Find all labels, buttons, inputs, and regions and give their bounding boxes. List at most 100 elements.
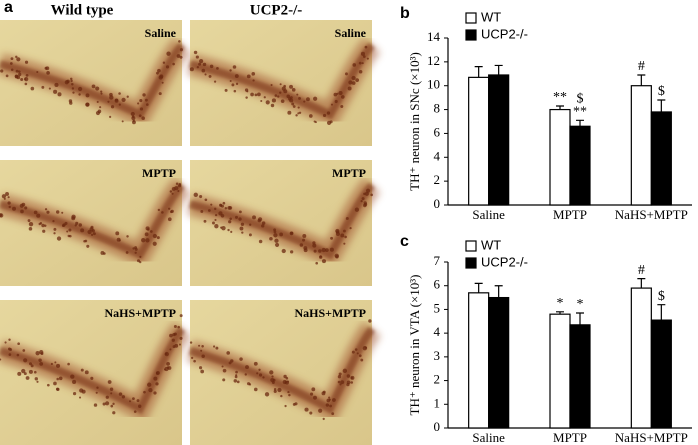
cell: [350, 376, 353, 379]
legend-label: UCP2-/-: [481, 254, 528, 269]
cell: [199, 366, 203, 370]
cell: [304, 407, 309, 412]
cell: [202, 62, 207, 67]
cell: [277, 95, 280, 98]
cell: [56, 377, 59, 381]
cell: [271, 98, 276, 103]
cell: [125, 251, 129, 254]
cell: [340, 233, 345, 238]
cell: [235, 82, 239, 85]
cell: [71, 83, 74, 86]
y-tick-label: 2: [434, 372, 441, 387]
cell: [284, 404, 287, 408]
cell: [110, 404, 114, 408]
cell: [61, 211, 64, 214]
cell: [319, 255, 323, 259]
cell: [33, 370, 37, 374]
cell: [212, 345, 216, 348]
legend-swatch: [465, 12, 477, 24]
cell: [298, 96, 301, 100]
cell: [218, 211, 223, 216]
cell: [261, 224, 265, 228]
cell: [331, 412, 335, 416]
cell: [322, 417, 325, 421]
cell: [306, 97, 310, 102]
cell: [201, 345, 204, 348]
cell: [169, 348, 172, 351]
micrograph: MPTP: [0, 160, 191, 286]
cell: [321, 391, 326, 396]
legend-swatch: [465, 240, 477, 252]
cell: [364, 191, 369, 196]
cell: [173, 324, 177, 328]
cell: [46, 210, 50, 214]
cell: [351, 75, 356, 81]
cell: [297, 106, 300, 109]
cell: [370, 193, 373, 197]
cell: [289, 231, 294, 236]
cell: [351, 350, 355, 354]
cell: [105, 401, 110, 406]
cell: [238, 217, 242, 221]
cell: [214, 207, 217, 211]
micrograph: NaHS+MPTP: [0, 300, 191, 445]
cell: [361, 197, 365, 201]
bar: [650, 319, 672, 429]
cell: [212, 221, 215, 225]
panel-label: a: [4, 0, 13, 16]
cell: [328, 398, 331, 401]
cell: [41, 223, 45, 228]
cell: [72, 379, 77, 385]
cell: [85, 102, 90, 107]
cell: [23, 358, 28, 363]
cell: [18, 72, 22, 77]
cell: [128, 400, 132, 403]
cell: [126, 235, 129, 238]
cell: [313, 96, 318, 101]
cell: [303, 100, 306, 103]
bar: [549, 108, 571, 206]
cell: [91, 84, 96, 89]
cell: [85, 93, 90, 98]
cell: [214, 218, 217, 222]
cell: [311, 387, 316, 392]
cell: [145, 103, 149, 106]
cell: [201, 354, 205, 359]
cell: [201, 68, 206, 73]
cell: [66, 79, 70, 84]
cell: [23, 372, 27, 376]
cell: [204, 198, 208, 202]
cell: [12, 206, 17, 211]
cell: [1, 194, 6, 199]
cell: [156, 71, 159, 75]
cell: [107, 380, 112, 384]
cell: [299, 243, 304, 247]
cell: [56, 236, 62, 241]
cell: [72, 391, 77, 396]
cell: [172, 345, 176, 349]
cell: [360, 51, 365, 56]
cell: [0, 69, 4, 73]
cell: [257, 92, 261, 97]
cell: [222, 378, 226, 382]
cell: [313, 249, 317, 253]
cell: [346, 374, 351, 378]
cell: [273, 230, 277, 234]
cell: [136, 259, 141, 263]
cell: [174, 186, 179, 191]
image-label: MPTP: [142, 166, 176, 180]
cell: [110, 105, 115, 109]
cell: [199, 58, 204, 64]
cell: [84, 370, 89, 375]
legend-label: UCP2-/-: [481, 26, 528, 41]
legend-label: WT: [481, 237, 501, 252]
cell: [41, 85, 45, 89]
cell: [176, 54, 181, 58]
cell: [141, 238, 146, 243]
cell: [107, 100, 110, 103]
cell: [329, 120, 333, 124]
cell: [24, 78, 27, 81]
cell: [289, 84, 293, 89]
cell: [177, 184, 182, 188]
cell: [290, 250, 294, 254]
